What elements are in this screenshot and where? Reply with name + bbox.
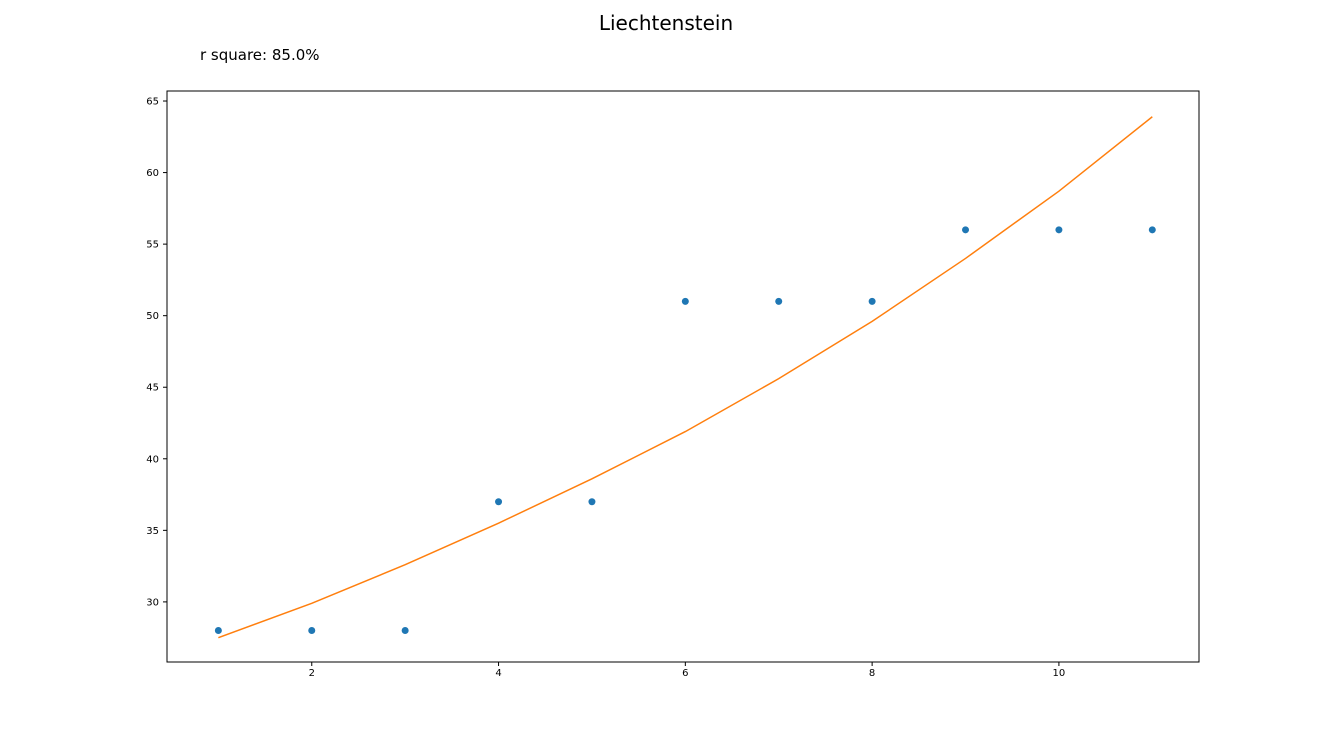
chart-title: Liechtenstein [599, 11, 733, 35]
r-square-annotation: r square: 85.0% [200, 46, 320, 64]
x-tick-label: 10 [1053, 668, 1066, 679]
y-tick-label: 65 [146, 97, 159, 108]
data-point [868, 297, 876, 305]
fit-line [218, 116, 1153, 639]
data-point [214, 627, 222, 635]
data-point [962, 226, 970, 234]
x-tick-label: 6 [682, 668, 688, 679]
y-tick-label: 55 [146, 240, 159, 251]
data-point [1148, 226, 1156, 234]
y-tick-label: 45 [146, 383, 159, 394]
y-tick-label: 40 [146, 454, 159, 465]
data-point [401, 627, 409, 635]
x-tick-label: 2 [309, 668, 315, 679]
y-tick-label: 30 [146, 597, 159, 608]
data-point [1055, 226, 1063, 234]
data-point [681, 297, 689, 305]
plot-area: 2 4 6 8 10 30 35 40 45 50 55 60 65 [146, 90, 1200, 679]
x-tick-label: 4 [495, 668, 501, 679]
data-point [495, 498, 503, 506]
y-tick-label: 50 [146, 311, 159, 322]
data-point [308, 627, 316, 635]
data-point [588, 498, 596, 506]
x-tick-label: 8 [869, 668, 875, 679]
y-tick-label: 60 [146, 168, 159, 179]
plot-frame [166, 90, 1200, 663]
data-point [775, 297, 783, 305]
y-tick-label: 35 [146, 526, 159, 537]
